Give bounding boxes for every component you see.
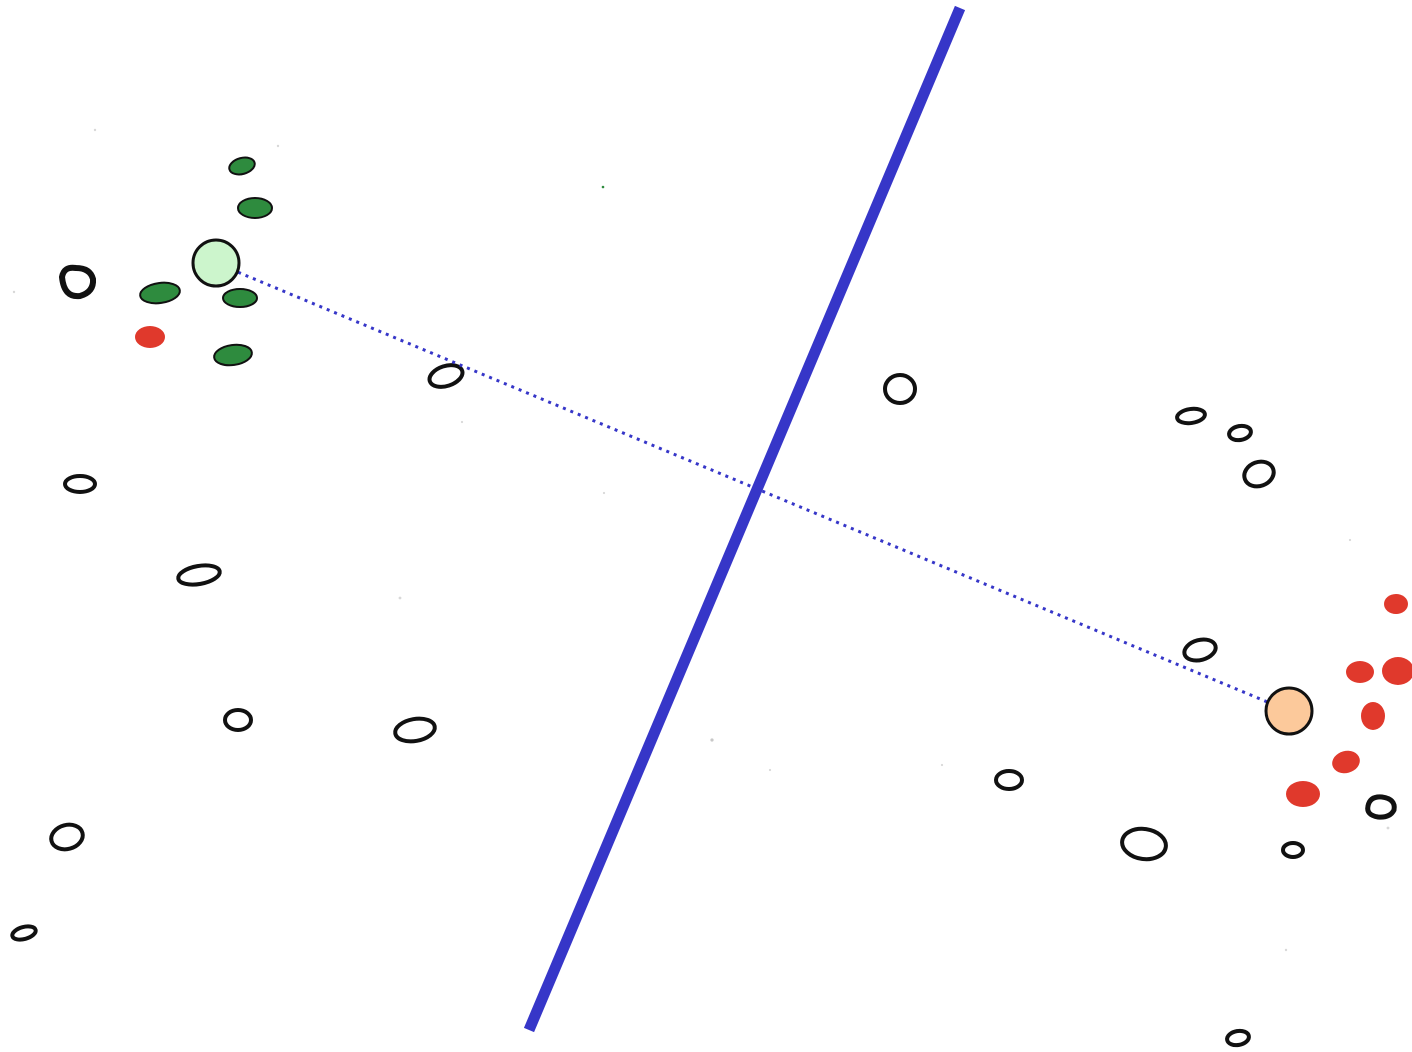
background-specks <box>12 128 1390 952</box>
unlabeled-point <box>393 716 437 744</box>
unlabeled-point <box>883 373 917 405</box>
red-point <box>1384 594 1408 614</box>
centroid-green <box>191 238 241 288</box>
unlabeled-point <box>1281 841 1305 859</box>
unlabeled-point <box>63 474 97 494</box>
green-point <box>237 197 273 219</box>
separating-line <box>523 5 966 1033</box>
unlabeled-point <box>1182 637 1218 663</box>
red-point <box>1332 750 1360 774</box>
unlabeled-points-left <box>10 264 465 942</box>
unlabeled-point <box>176 563 222 587</box>
unlabeled-point <box>1225 1028 1251 1048</box>
unlabeled-point <box>223 708 253 732</box>
unlabeled-point <box>1120 826 1168 862</box>
unlabeled-point <box>1365 794 1397 820</box>
unlabeled-point <box>1175 406 1207 426</box>
green-point <box>222 288 258 308</box>
unlabeled-point <box>1227 423 1253 443</box>
green-point <box>228 156 256 176</box>
unlabeled-point <box>49 822 85 852</box>
red-class-points <box>135 326 1412 807</box>
red-point <box>1382 657 1412 685</box>
unlabeled-point <box>994 769 1024 791</box>
red-point <box>1361 702 1385 730</box>
centroid-connector-line <box>215 261 1290 713</box>
unlabeled-point <box>1242 459 1276 489</box>
unlabeled-points-right <box>883 373 1397 1048</box>
green-point <box>213 343 253 367</box>
red-point <box>1346 661 1374 683</box>
unlabeled-point <box>58 264 97 300</box>
green-point <box>139 281 181 305</box>
red-point <box>1286 781 1320 807</box>
green-class-points <box>139 156 273 367</box>
unlabeled-point <box>10 924 38 942</box>
unlabeled-point <box>427 363 465 389</box>
red-point <box>135 326 165 348</box>
centroid-orange <box>1264 686 1314 736</box>
